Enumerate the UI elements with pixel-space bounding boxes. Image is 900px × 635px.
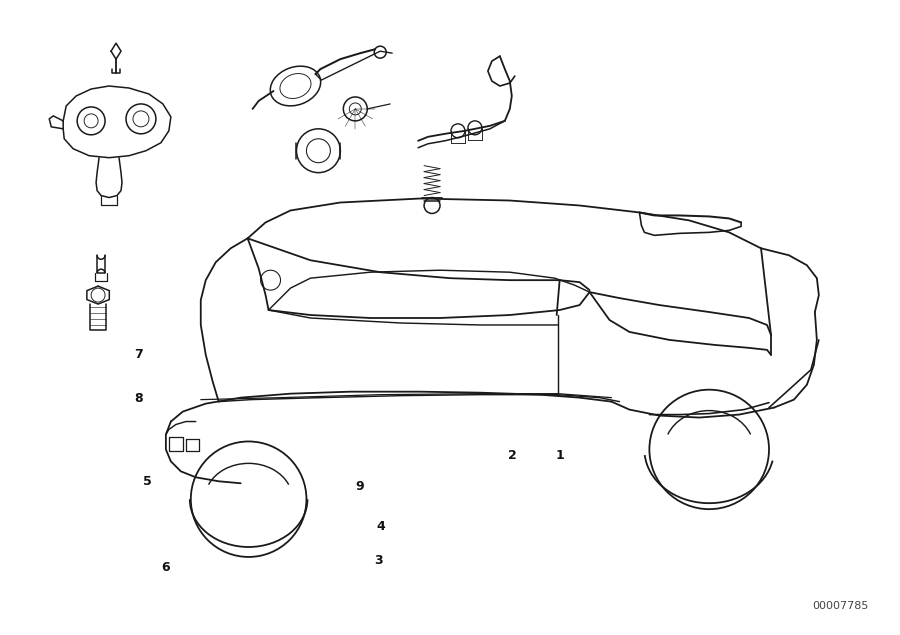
Text: 6: 6 — [161, 561, 170, 574]
Text: 2: 2 — [508, 449, 518, 462]
Text: 5: 5 — [143, 476, 152, 488]
Text: 8: 8 — [134, 392, 143, 405]
Text: 4: 4 — [376, 519, 385, 533]
Text: 9: 9 — [356, 481, 364, 493]
Text: 00007785: 00007785 — [813, 601, 868, 611]
Text: 1: 1 — [556, 449, 564, 462]
Text: 3: 3 — [374, 554, 382, 568]
Text: 7: 7 — [134, 348, 143, 361]
